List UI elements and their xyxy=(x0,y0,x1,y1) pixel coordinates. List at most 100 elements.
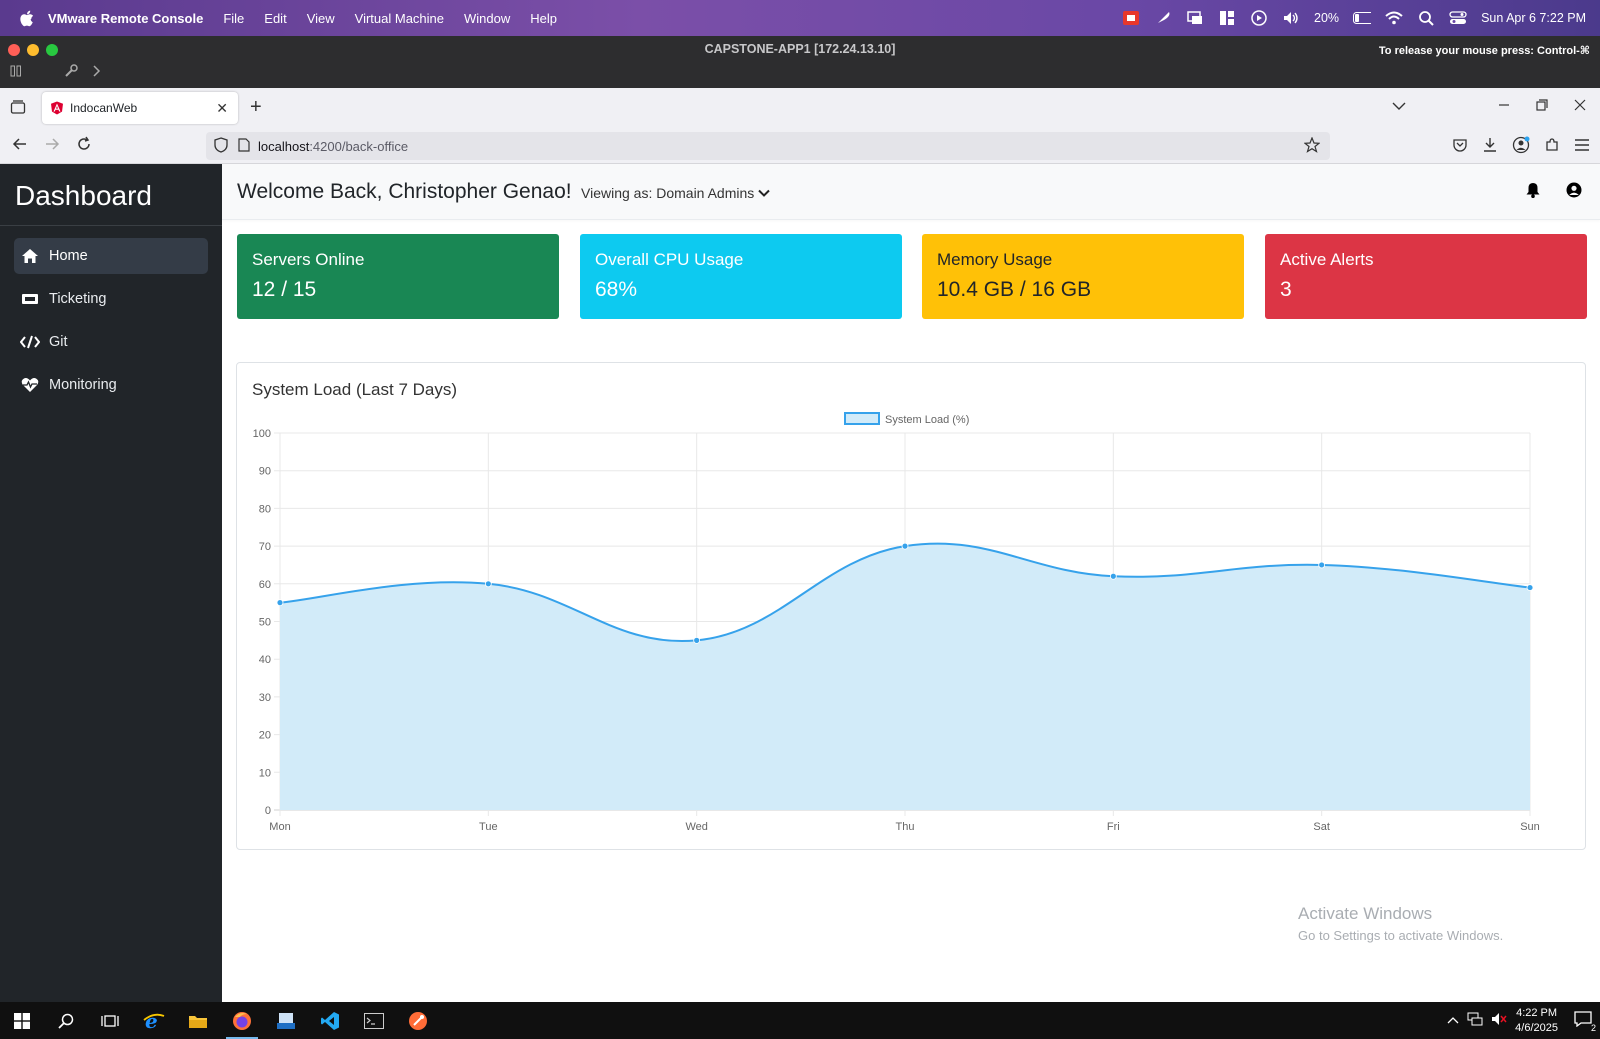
bell-icon[interactable] xyxy=(1526,182,1540,203)
sidebar-item-monitoring[interactable]: Monitoring xyxy=(14,367,208,403)
account-icon[interactable] xyxy=(1512,136,1530,159)
y-tick-label: 30 xyxy=(259,692,271,704)
x-tick-label: Sat xyxy=(1313,821,1330,833)
minimize-icon[interactable] xyxy=(1498,98,1510,116)
sidebar-item-home[interactable]: Home xyxy=(14,238,208,274)
url-path: :4200/back-office xyxy=(309,138,409,154)
data-point xyxy=(276,599,284,607)
battery-icon[interactable] xyxy=(1353,9,1372,27)
system-load-chart[interactable]: 0 10 20 30 40 50 60 70 80 90 100 Mon Tue Wed Thu Fri Sat… xyxy=(237,363,1587,851)
vscode-icon[interactable] xyxy=(308,1002,352,1039)
file-explorer-icon[interactable] xyxy=(176,1002,220,1039)
home-icon xyxy=(20,246,40,266)
control-center-icon[interactable] xyxy=(1449,9,1467,27)
anydesk-icon[interactable] xyxy=(1122,9,1140,27)
stat-label: Active Alerts xyxy=(1280,250,1374,269)
activate-windows-watermark: Activate Windows Go to Settings to activ… xyxy=(1298,904,1503,943)
speaker-muted-icon[interactable] xyxy=(1491,1012,1507,1029)
search-icon[interactable] xyxy=(44,1002,88,1039)
restore-icon[interactable] xyxy=(1536,98,1548,116)
sidebar-item-git[interactable]: Git xyxy=(14,324,208,360)
code-icon xyxy=(20,332,40,352)
network-icon[interactable] xyxy=(1467,1012,1483,1029)
app-name[interactable]: VMware Remote Console xyxy=(48,10,204,26)
chevron-right-icon[interactable] xyxy=(92,65,102,80)
main-content: Welcome Back, Christopher Genao! Viewing… xyxy=(222,164,1600,1002)
minimize-window-button[interactable] xyxy=(27,44,39,56)
tab-list-icon[interactable] xyxy=(10,99,26,120)
stat-card-cpu-usage: Overall CPU Usage 68% xyxy=(580,234,902,319)
play-icon[interactable] xyxy=(1250,9,1268,27)
wrench-icon[interactable] xyxy=(64,64,78,81)
x-tick-label: Fri xyxy=(1107,821,1120,833)
firefox-icon[interactable] xyxy=(220,1002,264,1039)
y-tick-label: 0 xyxy=(265,805,271,817)
close-tab-icon[interactable]: ✕ xyxy=(216,100,228,116)
pocket-icon[interactable] xyxy=(1452,137,1468,158)
download-icon[interactable] xyxy=(1482,137,1498,158)
menu-file[interactable]: File xyxy=(223,10,245,26)
wifi-icon[interactable] xyxy=(1385,9,1403,27)
menubar-clock[interactable]: Sun Apr 6 7:22 PM xyxy=(1481,11,1586,25)
y-tick-label: 20 xyxy=(259,730,271,742)
browser-tab-strip: IndocanWeb ✕ + xyxy=(0,88,1600,128)
menu-help[interactable]: Help xyxy=(530,10,558,26)
taskbar-clock[interactable]: 4:22 PM 4/6/2025 xyxy=(1515,1006,1558,1036)
menu-virtual-machine[interactable]: Virtual Machine xyxy=(354,10,445,26)
browser-nav-bar: localhost:4200/back-office xyxy=(0,128,1600,164)
menu-edit[interactable]: Edit xyxy=(264,10,287,26)
volume-icon[interactable] xyxy=(1282,9,1300,27)
display-icon[interactable] xyxy=(1186,9,1204,27)
layout-icon[interactable] xyxy=(1218,9,1236,27)
sidebar-brand[interactable]: Dashboard xyxy=(0,164,222,226)
feather-icon[interactable] xyxy=(1154,9,1172,27)
stat-label: Memory Usage xyxy=(937,250,1053,269)
close-window-button[interactable] xyxy=(8,44,20,56)
browser-tab-active[interactable]: IndocanWeb ✕ xyxy=(42,92,238,124)
forward-icon[interactable] xyxy=(44,136,60,157)
page-icon[interactable] xyxy=(238,137,250,155)
apple-icon[interactable] xyxy=(16,8,36,28)
role-selector[interactable]: Viewing as: Domain Admins xyxy=(581,185,770,201)
shield-icon[interactable] xyxy=(214,136,228,156)
notification-center-icon[interactable]: 2 xyxy=(1574,1011,1596,1033)
y-tick-label: 90 xyxy=(259,466,271,478)
pause-icon[interactable] xyxy=(10,65,22,80)
bookmark-star-icon[interactable] xyxy=(1303,136,1321,156)
x-tick-label: Wed xyxy=(685,821,707,833)
angular-favicon-icon xyxy=(50,101,64,115)
sidebar-item-ticketing[interactable]: Ticketing xyxy=(14,281,208,317)
chevron-up-icon[interactable] xyxy=(1447,1015,1459,1027)
ticket-icon xyxy=(20,289,40,309)
data-point xyxy=(1526,584,1534,591)
sidebar-item-label: Git xyxy=(49,334,68,350)
taskbar-date: 4/6/2025 xyxy=(1515,1021,1558,1034)
server-manager-icon[interactable] xyxy=(264,1002,308,1039)
back-icon[interactable] xyxy=(12,136,28,157)
zoom-window-button[interactable] xyxy=(46,44,58,56)
sidebar-nav: Home Ticketing Git Monitoring xyxy=(0,226,222,422)
menu-view[interactable]: View xyxy=(306,10,335,26)
postman-icon[interactable] xyxy=(396,1002,440,1039)
chevron-down-icon[interactable] xyxy=(1392,98,1406,116)
url-bar[interactable]: localhost:4200/back-office xyxy=(206,132,1330,160)
windows-start-icon[interactable] xyxy=(0,1002,44,1039)
data-point xyxy=(693,636,701,644)
hamburger-menu-icon[interactable] xyxy=(1574,138,1590,157)
stat-card-servers-online: Servers Online 12 / 15 xyxy=(237,234,559,319)
spotlight-icon[interactable] xyxy=(1417,9,1435,27)
menu-window[interactable]: Window xyxy=(464,10,511,26)
reload-icon[interactable] xyxy=(76,136,92,157)
x-tick-label: Sun xyxy=(1520,821,1540,833)
stat-value: 10.4 GB / 16 GB xyxy=(937,278,1092,301)
close-icon[interactable] xyxy=(1574,98,1586,116)
internet-explorer-icon[interactable]: e xyxy=(132,1002,176,1039)
viewing-as-label: Viewing as: Domain Admins xyxy=(581,185,755,201)
y-tick-label: 50 xyxy=(259,617,271,629)
data-point xyxy=(1318,561,1326,569)
extensions-icon[interactable] xyxy=(1544,137,1560,158)
user-circle-icon[interactable] xyxy=(1566,182,1582,203)
task-view-icon[interactable] xyxy=(88,1002,132,1039)
terminal-icon[interactable] xyxy=(352,1002,396,1039)
new-tab-icon[interactable]: + xyxy=(250,96,262,118)
